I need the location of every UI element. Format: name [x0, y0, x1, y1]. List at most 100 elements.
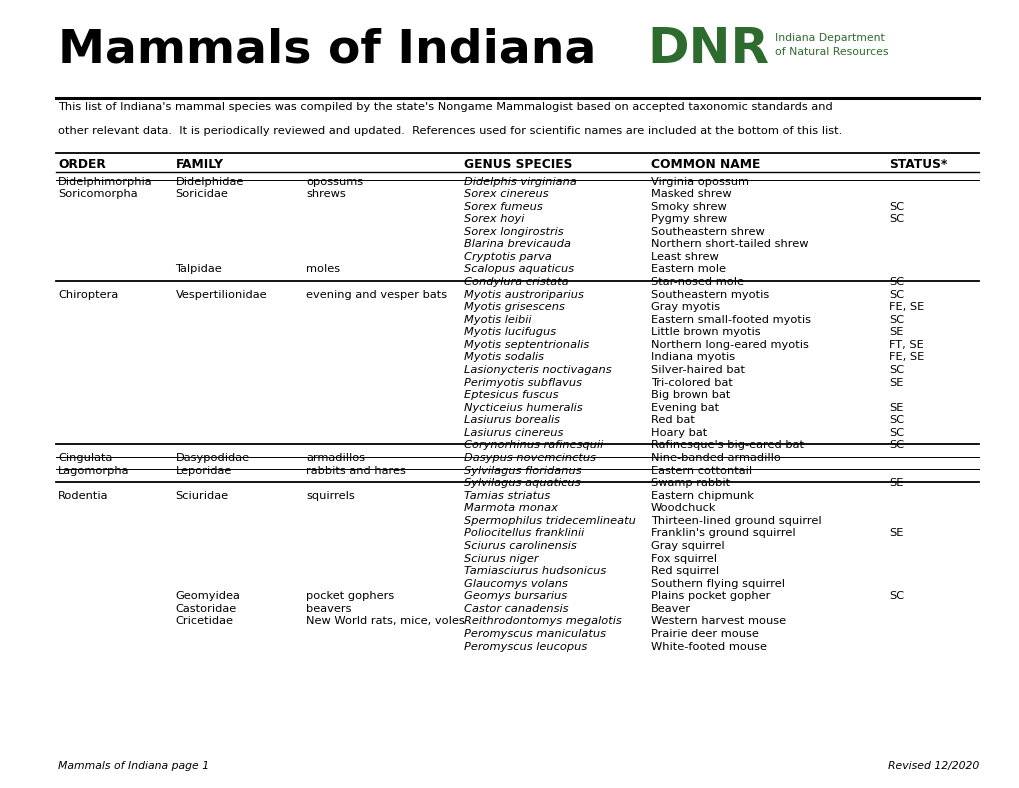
- Text: Least shrew: Least shrew: [650, 252, 717, 262]
- Text: Didelphidae: Didelphidae: [175, 177, 244, 187]
- Text: Sciurus carolinensis: Sciurus carolinensis: [464, 541, 577, 551]
- Text: rabbits and hares: rabbits and hares: [306, 466, 406, 476]
- Text: Tri-colored bat: Tri-colored bat: [650, 377, 732, 388]
- Text: Leporidae: Leporidae: [175, 466, 231, 476]
- Text: moles: moles: [306, 265, 339, 274]
- Text: SC: SC: [889, 314, 904, 325]
- Text: Eastern small-footed myotis: Eastern small-footed myotis: [650, 314, 810, 325]
- Text: SC: SC: [889, 440, 904, 451]
- Text: Eastern mole: Eastern mole: [650, 265, 726, 274]
- Text: Red squirrel: Red squirrel: [650, 566, 718, 576]
- Text: Sorex cinereus: Sorex cinereus: [464, 189, 548, 199]
- Text: Lagomorpha: Lagomorpha: [58, 466, 129, 476]
- Text: Geomyidea: Geomyidea: [175, 591, 240, 601]
- Text: Peromyscus maniculatus: Peromyscus maniculatus: [464, 629, 605, 639]
- Text: Woodchuck: Woodchuck: [650, 504, 715, 513]
- Text: Prairie deer mouse: Prairie deer mouse: [650, 629, 758, 639]
- Text: Scalopus aquaticus: Scalopus aquaticus: [464, 265, 574, 274]
- Text: Northern short-tailed shrew: Northern short-tailed shrew: [650, 240, 807, 249]
- Text: FT, SE: FT, SE: [889, 340, 923, 350]
- Text: SC: SC: [889, 290, 904, 299]
- Text: Fox squirrel: Fox squirrel: [650, 553, 716, 563]
- Text: COMMON NAME: COMMON NAME: [650, 158, 759, 170]
- Text: This list of Indiana's mammal species was compiled by the state's Nongame Mammal: This list of Indiana's mammal species wa…: [58, 102, 833, 113]
- Text: pocket gophers: pocket gophers: [306, 591, 394, 601]
- Text: Lasionycteris noctivagans: Lasionycteris noctivagans: [464, 365, 611, 375]
- Text: Myotis septentrionalis: Myotis septentrionalis: [464, 340, 589, 350]
- Text: SE: SE: [889, 529, 903, 538]
- Text: Didelphimorphia: Didelphimorphia: [58, 177, 153, 187]
- Text: Little brown myotis: Little brown myotis: [650, 327, 759, 337]
- Text: Peromyscus leucopus: Peromyscus leucopus: [464, 641, 587, 652]
- Text: Big brown bat: Big brown bat: [650, 390, 730, 400]
- Text: FAMILY: FAMILY: [175, 158, 223, 170]
- Text: Southern flying squirrel: Southern flying squirrel: [650, 578, 784, 589]
- Text: Indiana Department
of Natural Resources: Indiana Department of Natural Resources: [774, 33, 888, 57]
- Text: Sylvilagus floridanus: Sylvilagus floridanus: [464, 466, 581, 476]
- Text: Northern long-eared myotis: Northern long-eared myotis: [650, 340, 808, 350]
- Text: Dasypodidae: Dasypodidae: [175, 453, 250, 463]
- Text: Gray myotis: Gray myotis: [650, 303, 719, 312]
- Text: Myotis lucifugus: Myotis lucifugus: [464, 327, 555, 337]
- Text: Eastern cottontail: Eastern cottontail: [650, 466, 751, 476]
- Text: other relevant data.  It is periodically reviewed and updated.  References used : other relevant data. It is periodically …: [58, 126, 842, 136]
- Text: SC: SC: [889, 202, 904, 212]
- Text: Myotis austroriparius: Myotis austroriparius: [464, 290, 584, 299]
- Text: FE, SE: FE, SE: [889, 352, 924, 362]
- Text: SE: SE: [889, 403, 903, 413]
- Text: SE: SE: [889, 327, 903, 337]
- Text: Sorex fumeus: Sorex fumeus: [464, 202, 542, 212]
- Text: Poliocitellus franklinii: Poliocitellus franklinii: [464, 529, 584, 538]
- Text: Sciuridae: Sciuridae: [175, 491, 228, 500]
- Text: Lasiurus cinereus: Lasiurus cinereus: [464, 428, 562, 438]
- Text: Rafinesque's big-eared bat: Rafinesque's big-eared bat: [650, 440, 803, 451]
- Text: GENUS SPECIES: GENUS SPECIES: [464, 158, 572, 170]
- Text: Vespertilionidae: Vespertilionidae: [175, 290, 267, 299]
- Text: SC: SC: [889, 428, 904, 438]
- Text: Castoridae: Castoridae: [175, 604, 236, 614]
- Text: Corynorhinus rafinesquii: Corynorhinus rafinesquii: [464, 440, 603, 451]
- Text: Thirteen-lined ground squirrel: Thirteen-lined ground squirrel: [650, 516, 820, 526]
- Text: STATUS*: STATUS*: [889, 158, 947, 170]
- Text: Tamiasciurus hudsonicus: Tamiasciurus hudsonicus: [464, 566, 605, 576]
- Text: squirrels: squirrels: [306, 491, 355, 500]
- Text: Blarina brevicauda: Blarina brevicauda: [464, 240, 571, 249]
- Text: evening and vesper bats: evening and vesper bats: [306, 290, 446, 299]
- Text: Nycticeius humeralis: Nycticeius humeralis: [464, 403, 582, 413]
- Text: shrews: shrews: [306, 189, 345, 199]
- Text: Lasiurus borealis: Lasiurus borealis: [464, 415, 559, 426]
- Text: SC: SC: [889, 591, 904, 601]
- Text: Castor canadensis: Castor canadensis: [464, 604, 568, 614]
- Text: Cryptotis parva: Cryptotis parva: [464, 252, 551, 262]
- Text: Mammals of Indiana: Mammals of Indiana: [58, 28, 596, 72]
- Text: Indiana myotis: Indiana myotis: [650, 352, 734, 362]
- Text: Chiroptera: Chiroptera: [58, 290, 118, 299]
- Text: Myotis sodalis: Myotis sodalis: [464, 352, 543, 362]
- Text: Beaver: Beaver: [650, 604, 690, 614]
- Text: Geomys bursarius: Geomys bursarius: [464, 591, 567, 601]
- Text: New World rats, mice, voles: New World rats, mice, voles: [306, 616, 465, 626]
- Text: Marmota monax: Marmota monax: [464, 504, 557, 513]
- Text: Eastern chipmunk: Eastern chipmunk: [650, 491, 753, 500]
- Text: Southeastern myotis: Southeastern myotis: [650, 290, 768, 299]
- Text: Cingulata: Cingulata: [58, 453, 112, 463]
- Text: Rodentia: Rodentia: [58, 491, 109, 500]
- Text: SC: SC: [889, 415, 904, 426]
- Text: DNR: DNR: [647, 25, 769, 73]
- Text: Plains pocket gopher: Plains pocket gopher: [650, 591, 769, 601]
- Text: Revised 12/2020: Revised 12/2020: [888, 760, 978, 771]
- Text: Spermophilus tridecemlineatu: Spermophilus tridecemlineatu: [464, 516, 636, 526]
- Text: Didelphis virginiana: Didelphis virginiana: [464, 177, 577, 187]
- Text: Myotis grisescens: Myotis grisescens: [464, 303, 565, 312]
- Text: Soricomorpha: Soricomorpha: [58, 189, 138, 199]
- Text: Masked shrew: Masked shrew: [650, 189, 731, 199]
- Text: Sorex longirostris: Sorex longirostris: [464, 227, 564, 236]
- Text: Swamp rabbit: Swamp rabbit: [650, 478, 730, 488]
- Text: Western harvest mouse: Western harvest mouse: [650, 616, 785, 626]
- Text: SE: SE: [889, 478, 903, 488]
- Text: Southeastern shrew: Southeastern shrew: [650, 227, 764, 236]
- Text: White-footed mouse: White-footed mouse: [650, 641, 766, 652]
- Text: Hoary bat: Hoary bat: [650, 428, 706, 438]
- Text: Cricetidae: Cricetidae: [175, 616, 233, 626]
- Text: SC: SC: [889, 365, 904, 375]
